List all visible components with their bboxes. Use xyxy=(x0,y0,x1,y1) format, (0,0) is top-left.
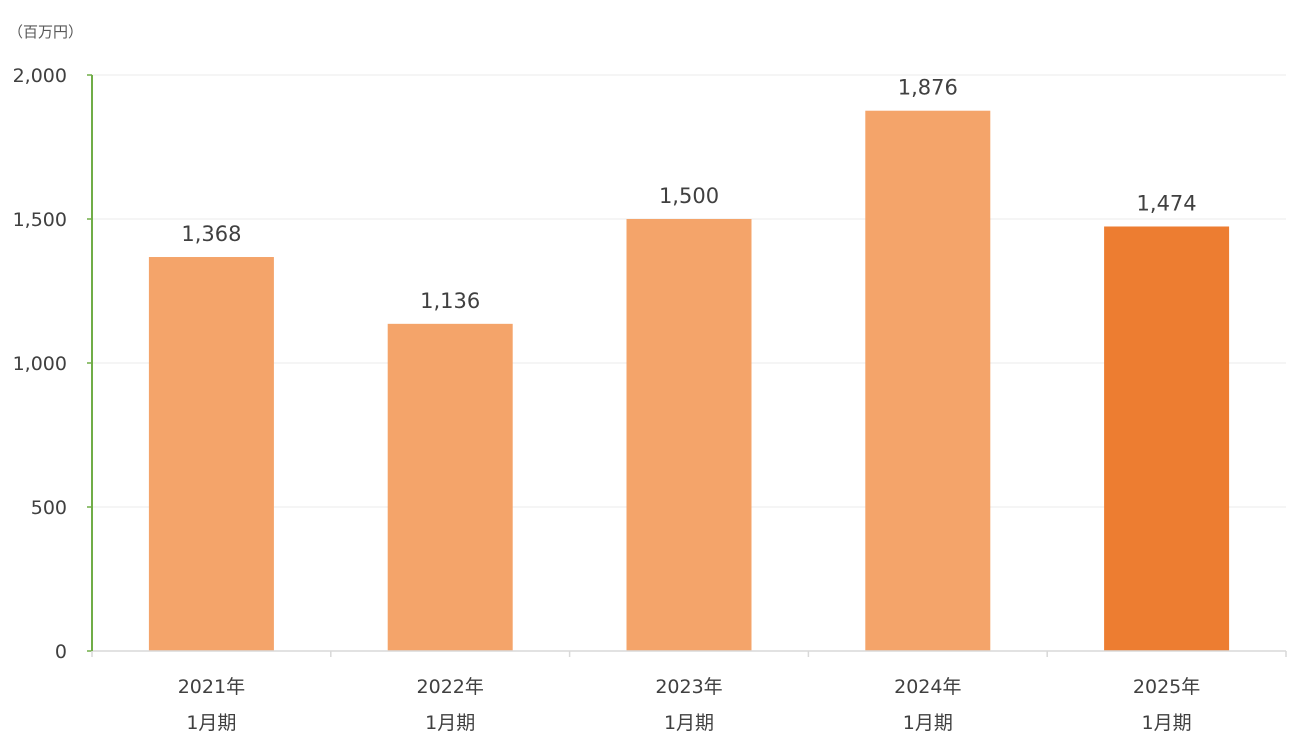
x-tick-labels: 2021年 1月期 2022年 1月期 2023年 1月期 2024年 1月期 2025年 1月期 xyxy=(178,676,1201,734)
data-label: 1,876 xyxy=(898,76,958,100)
bar xyxy=(865,110,991,652)
y-tick-label: 0 xyxy=(55,641,67,663)
x-tick-label: 1月期 xyxy=(664,712,714,734)
x-tick-label: 2025年 xyxy=(1133,676,1200,698)
unit-label: （百万円） xyxy=(8,23,83,41)
bars xyxy=(148,110,1230,652)
bar xyxy=(148,257,274,651)
axes xyxy=(87,74,1287,657)
data-label: 1,368 xyxy=(181,222,241,246)
x-tick-label: 1月期 xyxy=(186,712,236,734)
bar xyxy=(387,323,513,651)
bar xyxy=(626,219,752,651)
y-tick-label: 500 xyxy=(31,497,67,519)
y-tick-label: 1,500 xyxy=(13,209,67,231)
x-tick-label: 2023年 xyxy=(655,676,722,698)
bar xyxy=(1104,226,1230,651)
x-tick-label: 1月期 xyxy=(425,712,475,734)
y-tick-label: 1,000 xyxy=(13,353,67,375)
y-tick-label: 2,000 xyxy=(13,65,67,87)
data-labels: 1,368 1,136 1,500 1,876 1,474 xyxy=(181,76,1196,313)
data-label: 1,136 xyxy=(420,289,480,313)
x-tick-label: 2021年 xyxy=(178,676,245,698)
x-tick-label: 2024年 xyxy=(894,676,961,698)
y-tick-labels: 0 500 1,000 1,500 2,000 xyxy=(13,65,67,663)
data-label: 1,474 xyxy=(1137,191,1197,215)
x-tick-label: 1月期 xyxy=(903,712,953,734)
x-tick-label: 2022年 xyxy=(417,676,484,698)
data-label: 1,500 xyxy=(659,184,719,208)
x-tick-label: 1月期 xyxy=(1142,712,1192,734)
